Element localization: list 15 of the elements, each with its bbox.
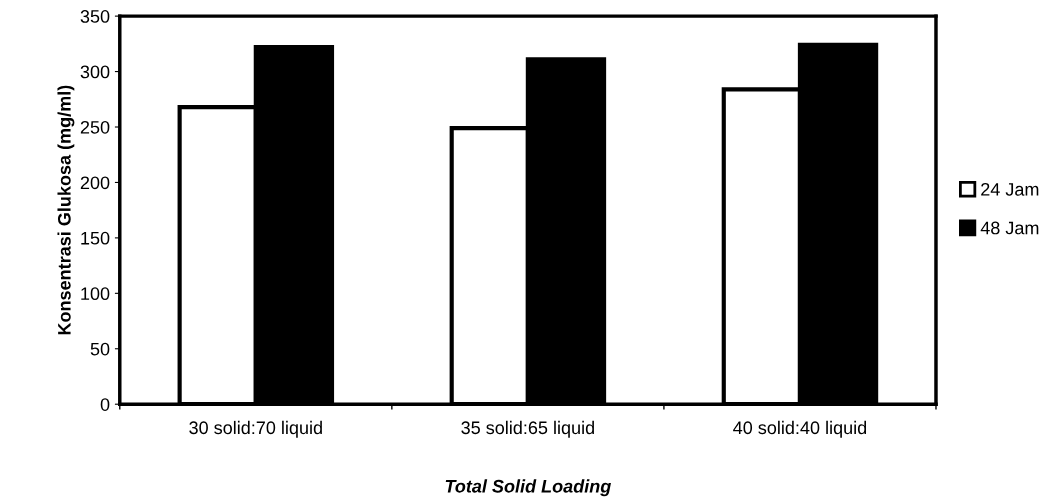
y-tick-label: 100	[81, 287, 110, 301]
y-tick-label: 150	[81, 231, 110, 245]
y-tick-label: 350	[80, 10, 110, 23]
y-tick-label: 200	[80, 176, 110, 190]
legend-label: 24 Jam	[981, 182, 1039, 196]
y-tick-label: 250	[80, 120, 110, 134]
y-tick-label: 0	[100, 398, 110, 411]
x-tick-label: 40 solid:40 liquid	[733, 420, 867, 438]
y-tick-label: 50	[90, 342, 110, 356]
y-tick-label: 300	[80, 65, 110, 79]
x-tick-label: 30 solid:70 liquid	[189, 420, 322, 438]
legend-label: 48 Jam	[980, 221, 1039, 235]
x-axis-title: Total Solid Loading	[445, 479, 611, 497]
y-axis-title: Konsentrasi Glukosa (mg/ml)	[57, 85, 75, 335]
x-tick-label: 35 solid:65 liquid	[461, 420, 594, 438]
